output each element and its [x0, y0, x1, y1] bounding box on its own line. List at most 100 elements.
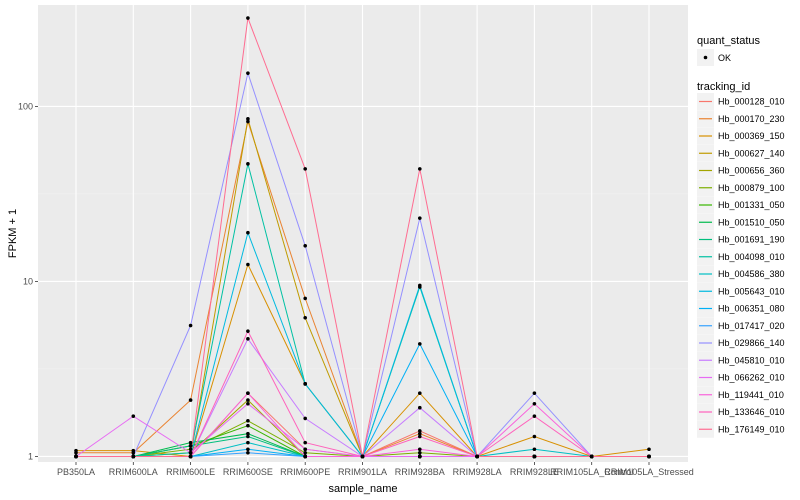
data-point-Hb_133646_010	[418, 434, 422, 439]
data-point-Hb_133646_010	[303, 440, 308, 445]
data-point-Hb_133646_010	[532, 414, 537, 418]
data-point-Hb_029866_140	[188, 323, 193, 328]
data-point-Hb_029866_140	[303, 243, 308, 248]
data-point-Hb_000170_230	[418, 431, 422, 436]
legend-label-Hb_001510_050: Hb_001510_050	[718, 217, 785, 227]
data-point-Hb_176149_010	[246, 16, 250, 20]
x-tick-label: RRIM928BA	[395, 467, 445, 477]
data-point-Hb_004586_380	[246, 440, 250, 445]
legend-label-Hb_001691_190: Hb_001691_190	[718, 235, 785, 245]
data-point-Hb_001691_190	[246, 434, 250, 439]
data-point-Hb_176149_010	[647, 454, 651, 459]
data-point-Hb_000369_150	[532, 434, 537, 439]
data-point-Hb_000170_230	[246, 119, 250, 124]
x-tick-label: RRIM600PE	[280, 467, 330, 477]
data-point-Hb_000369_150	[418, 391, 422, 395]
data-point-Hb_001510_050	[246, 431, 250, 436]
data-point-Hb_000879_100	[188, 447, 193, 452]
data-point-Hb_176149_010	[131, 454, 136, 459]
x-tick-label: RRIM928LA	[453, 467, 502, 477]
data-points	[74, 16, 651, 459]
legend-label-Hb_119441_010: Hb_119441_010	[718, 390, 784, 400]
data-point-Hb_066262_010	[418, 454, 422, 459]
x-axis-title: sample_name	[328, 483, 397, 495]
legend-quant-status: quant_status OK	[697, 35, 760, 66]
data-point-Hb_119441_010	[246, 391, 250, 395]
legend-quant-title: quant_status	[697, 35, 760, 47]
data-point-Hb_001691_190	[188, 444, 193, 448]
x-tick-label: RRIM105LA_Stressed	[604, 467, 694, 477]
legend-tracking-id: tracking_id Hb_000128_010 Hb_000170_230 Hb…	[697, 81, 785, 438]
legend-label-Hb_001331_050: Hb_001331_050	[718, 200, 785, 210]
data-point-Hb_045810_010	[418, 405, 422, 410]
x-tick-label: RRIM600SE	[223, 467, 273, 477]
data-point-Hb_000879_100	[418, 450, 422, 455]
data-point-Hb_000170_230	[303, 296, 308, 301]
legend-label-Hb_000627_140: Hb_000627_140	[718, 148, 785, 158]
data-point-Hb_176149_010	[188, 454, 193, 459]
data-point-Hb_017417_020	[246, 450, 250, 455]
legend-label-Hb_029866_140: Hb_029866_140	[718, 338, 785, 348]
legend-label-Hb_000879_100: Hb_000879_100	[718, 183, 785, 193]
data-point-Hb_176149_010	[303, 167, 308, 171]
data-point-Hb_000879_100	[303, 450, 308, 455]
data-point-Hb_029866_140	[532, 391, 537, 395]
data-point-Hb_029866_140	[418, 216, 422, 220]
data-point-Hb_066262_010	[188, 450, 193, 455]
data-point-Hb_000369_150	[131, 448, 136, 453]
data-point-Hb_000627_140	[303, 316, 308, 320]
data-point-Hb_000369_150	[246, 262, 250, 267]
legend-tracking-title: tracking_id	[697, 81, 750, 93]
y-tick-label: 100	[18, 101, 33, 111]
data-point-Hb_000369_150	[74, 448, 78, 453]
data-point-Hb_000170_230	[188, 398, 193, 402]
data-point-Hb_119441_010	[418, 447, 422, 452]
legend-label-Hb_004098_010: Hb_004098_010	[718, 252, 785, 262]
data-point-Hb_176149_010	[475, 454, 479, 459]
data-point-Hb_001510_050	[188, 440, 193, 445]
y-tick-label: 1	[28, 451, 33, 461]
data-point-Hb_176149_010	[360, 454, 365, 459]
legend-label-Hb_176149_010: Hb_176149_010	[718, 424, 785, 434]
data-point-Hb_000128_010	[418, 429, 422, 433]
data-point-Hb_066262_010	[131, 414, 136, 418]
x-tick-label: RRIM901LA	[338, 467, 387, 477]
data-point-Hb_000369_150	[647, 447, 651, 452]
x-tick-label: RRIM105LA_Control	[550, 467, 633, 477]
legend-label-Hb_000128_010: Hb_000128_010	[718, 97, 785, 107]
y-axis-title: FPKM + 1	[7, 209, 19, 258]
data-point-Hb_119441_010	[303, 454, 308, 459]
data-point-Hb_176149_010	[74, 454, 78, 459]
data-point-Hb_005643_010	[246, 230, 250, 235]
data-point-Hb_005643_010	[303, 382, 308, 386]
x-tick-label: RRIM928LE	[510, 467, 559, 477]
data-point-Hb_004098_010	[246, 162, 250, 166]
data-point-Hb_000879_100	[246, 418, 250, 423]
legend-label-Hb_005643_010: Hb_005643_010	[718, 286, 785, 296]
data-point-Hb_133646_010	[246, 329, 250, 333]
legend-label-Hb_017417_020: Hb_017417_020	[718, 321, 785, 331]
data-point-Hb_006351_080	[418, 342, 422, 346]
data-point-Hb_004586_380	[532, 447, 537, 452]
data-point-Hb_000627_140	[246, 117, 250, 121]
data-point-Hb_029866_140	[246, 71, 250, 75]
y-tick-label: 10	[23, 276, 33, 286]
data-point-Hb_176149_010	[532, 454, 537, 459]
data-point-Hb_176149_010	[589, 454, 594, 459]
legend-label-Hb_000656_360: Hb_000656_360	[718, 166, 785, 176]
legend-quant-label: OK	[718, 53, 731, 63]
legend-quant-point	[703, 55, 708, 60]
legend-label-Hb_133646_010: Hb_133646_010	[718, 407, 785, 417]
data-point-Hb_066262_010	[303, 447, 308, 452]
x-tick-label: RRIM600LA	[109, 467, 158, 477]
data-point-Hb_066262_010	[246, 402, 250, 406]
y-axis: 1 10 100	[18, 101, 38, 461]
data-point-Hb_176149_010	[418, 167, 422, 171]
x-axis: PB350LA RRIM600LA RRIM600LE RRIM600SE RRIM60…	[57, 462, 694, 477]
x-tick-label: RRIM600LE	[166, 467, 215, 477]
legend-label-Hb_000369_150: Hb_000369_150	[718, 131, 785, 141]
data-point-Hb_045810_010	[246, 337, 250, 341]
data-point-Hb_006351_080	[246, 447, 250, 452]
data-point-Hb_000656_360	[246, 398, 250, 402]
